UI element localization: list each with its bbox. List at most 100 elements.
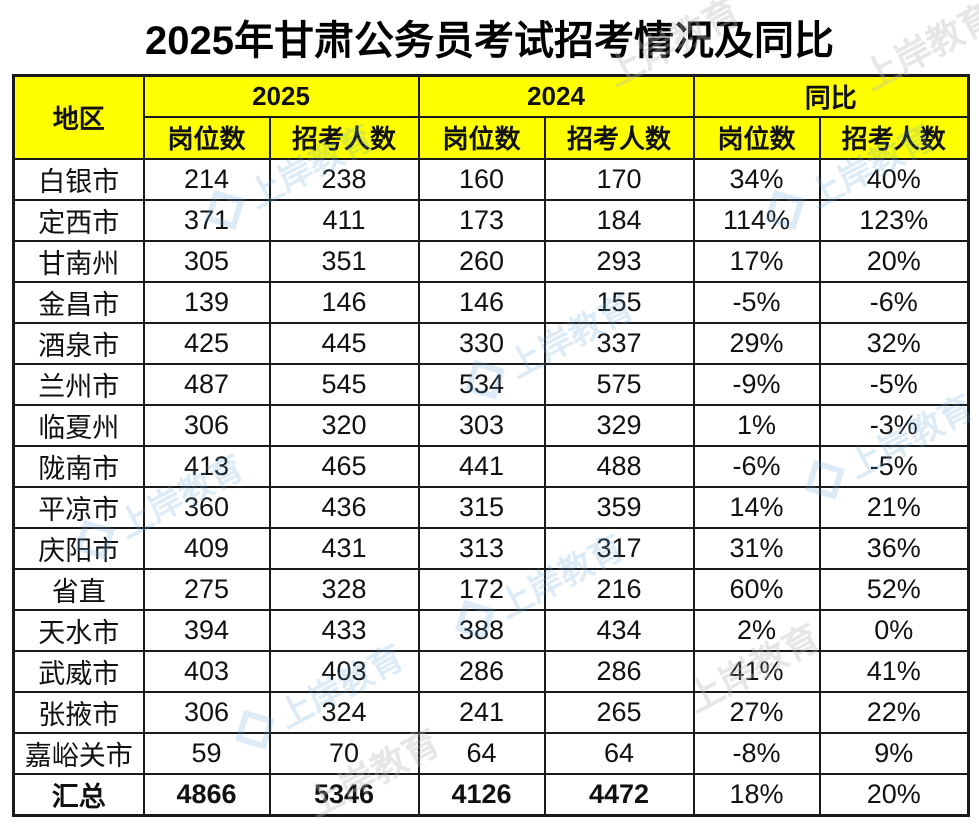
- value-cell: 488: [543, 444, 695, 488]
- value-cell: 34%: [692, 157, 821, 201]
- value-cell: 64: [543, 731, 695, 775]
- region-cell: 平凉市: [12, 485, 145, 529]
- table-row: 兰州市 487 545 534 575 -9% -5%: [12, 362, 970, 406]
- value-cell: 575: [543, 362, 695, 406]
- table-row: 武威市 403 403 286 286 41% 41%: [12, 649, 970, 693]
- region-cell: 甘南州: [12, 239, 145, 283]
- header-sub-row: 岗位数 招考人数 岗位数 招考人数 岗位数 招考人数: [14, 115, 970, 160]
- value-cell: 305: [142, 239, 271, 283]
- recruitment-table: 地区 2025 2024 同比 岗位数 招考人数 岗位数 招考人数 岗位数 招考…: [12, 74, 971, 817]
- value-cell: 313: [417, 526, 546, 570]
- value-cell: 359: [543, 485, 695, 529]
- table-row: 临夏州 306 320 303 329 1% -3%: [12, 403, 970, 447]
- value-cell: 214: [142, 157, 271, 201]
- value-cell: 64: [417, 731, 546, 775]
- value-cell: 320: [268, 403, 420, 447]
- value-cell: 360: [142, 485, 271, 529]
- page-title: 2025年甘肃公务员考试招考情况及同比: [145, 19, 834, 63]
- table-row: 平凉市 360 436 315 359 14% 21%: [12, 485, 970, 529]
- region-cell: 天水市: [12, 608, 145, 652]
- value-cell: 4126: [417, 772, 546, 816]
- value-cell: 20%: [818, 239, 970, 283]
- header-group-2025: 2025: [142, 74, 420, 118]
- header-recruits-2024: 招考人数: [543, 115, 695, 160]
- value-cell: 411: [268, 198, 420, 242]
- value-cell: 173: [417, 198, 546, 242]
- value-cell: 70: [268, 731, 420, 775]
- value-cell: 324: [268, 690, 420, 734]
- value-cell: 487: [142, 362, 271, 406]
- value-cell: 40%: [818, 157, 970, 201]
- value-cell: 41%: [692, 649, 821, 693]
- value-cell: 2%: [692, 608, 821, 652]
- value-cell: 14%: [692, 485, 821, 529]
- value-cell: -6%: [818, 280, 970, 324]
- value-cell: 436: [268, 485, 420, 529]
- table-row: 定西市 371 411 173 184 114% 123%: [12, 198, 970, 242]
- value-cell: 4472: [543, 772, 695, 816]
- value-cell: 275: [142, 567, 271, 611]
- value-cell: 22%: [818, 690, 970, 734]
- value-cell: 36%: [818, 526, 970, 570]
- value-cell: 241: [417, 690, 546, 734]
- value-cell: 409: [142, 526, 271, 570]
- value-cell: 18%: [692, 772, 821, 816]
- value-cell: 545: [268, 362, 420, 406]
- region-cell: 张掖市: [12, 690, 145, 734]
- value-cell: 306: [142, 690, 271, 734]
- table-row: 陇南市 413 465 441 488 -6% -5%: [12, 444, 970, 488]
- table-row: 白银市 214 238 160 170 34% 40%: [12, 157, 970, 201]
- value-cell: 32%: [818, 321, 970, 365]
- value-cell: 184: [543, 198, 695, 242]
- value-cell: 59: [142, 731, 271, 775]
- table-row: 嘉峪关市 59 70 64 64 -8% 9%: [12, 731, 970, 775]
- value-cell: 286: [417, 649, 546, 693]
- table-row: 张掖市 306 324 241 265 27% 22%: [12, 690, 970, 734]
- header-positions-yoy: 岗位数: [692, 115, 821, 160]
- table-row: 酒泉市 425 445 330 337 29% 32%: [12, 321, 970, 365]
- value-cell: 60%: [692, 567, 821, 611]
- value-cell: 403: [268, 649, 420, 693]
- value-cell: 433: [268, 608, 420, 652]
- value-cell: 41%: [818, 649, 970, 693]
- value-cell: 445: [268, 321, 420, 365]
- table-row: 甘南州 305 351 260 293 17% 20%: [12, 239, 970, 283]
- value-cell: 317: [543, 526, 695, 570]
- table-body: 白银市 214 238 160 170 34% 40% 定西市 371 411 173 184 114%…: [12, 157, 970, 816]
- value-cell: -5%: [818, 444, 970, 488]
- value-cell: 139: [142, 280, 271, 324]
- value-cell: 306: [142, 403, 271, 447]
- value-cell: 534: [417, 362, 546, 406]
- value-cell: 260: [417, 239, 546, 283]
- value-cell: 0%: [818, 608, 970, 652]
- value-cell: 465: [268, 444, 420, 488]
- value-cell: 371: [142, 198, 271, 242]
- table-row: 省直 275 328 172 216 60% 52%: [12, 567, 970, 611]
- value-cell: 328: [268, 567, 420, 611]
- region-cell: 临夏州: [12, 403, 145, 447]
- value-cell: -9%: [692, 362, 821, 406]
- header-group-row: 地区 2025 2024 同比: [12, 74, 970, 160]
- value-cell: 388: [417, 608, 546, 652]
- value-cell: 31%: [692, 526, 821, 570]
- value-cell: 123%: [818, 198, 970, 242]
- value-cell: 172: [417, 567, 546, 611]
- total-row: 汇总 4866 5346 4126 4472 18% 20%: [12, 772, 970, 816]
- value-cell: 52%: [818, 567, 970, 611]
- value-cell: 114%: [692, 198, 821, 242]
- value-cell: -8%: [692, 731, 821, 775]
- table-row: 金昌市 139 146 146 155 -5% -6%: [12, 280, 970, 324]
- value-cell: 155: [543, 280, 695, 324]
- value-cell: 216: [543, 567, 695, 611]
- value-cell: 265: [543, 690, 695, 734]
- value-cell: 425: [142, 321, 271, 365]
- header-positions-2024: 岗位数: [417, 115, 546, 160]
- table-header: 地区 2025 2024 同比 岗位数 招考人数 岗位数 招考人数 岗位数 招考…: [12, 74, 970, 160]
- value-cell: 441: [417, 444, 546, 488]
- value-cell: 170: [543, 157, 695, 201]
- value-cell: 329: [543, 403, 695, 447]
- value-cell: -5%: [692, 280, 821, 324]
- value-cell: 286: [543, 649, 695, 693]
- value-cell: 160: [417, 157, 546, 201]
- value-cell: 293: [543, 239, 695, 283]
